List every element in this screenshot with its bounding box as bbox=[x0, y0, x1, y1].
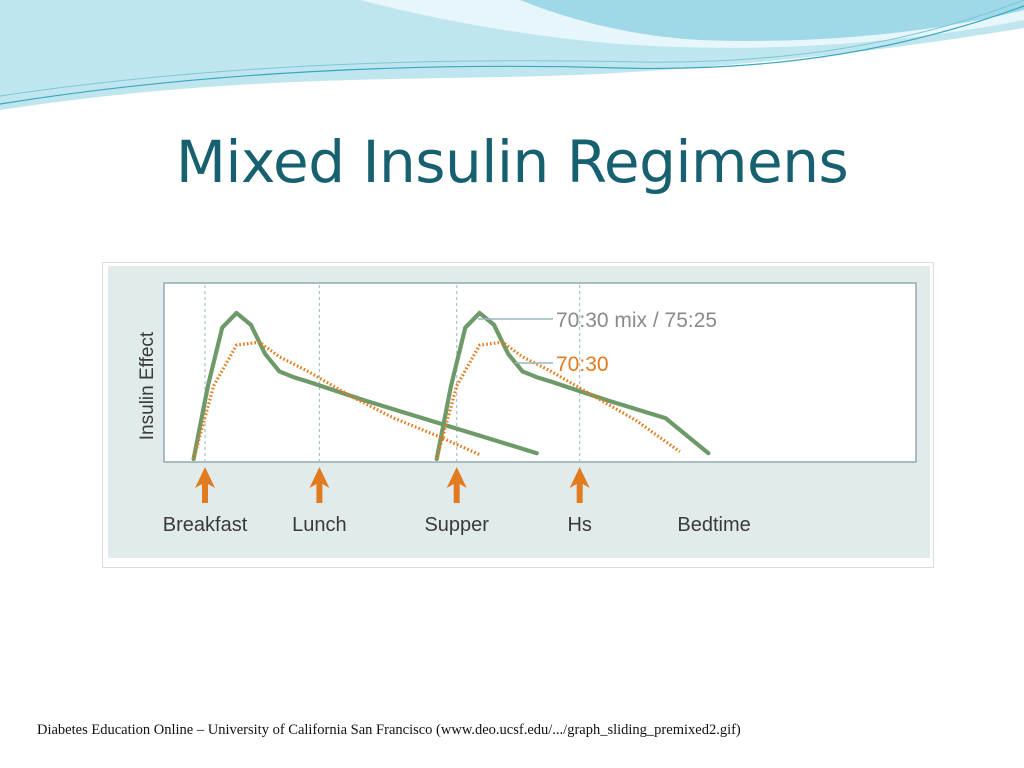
meal-label: Hs bbox=[567, 514, 591, 536]
mix-70-30-line bbox=[192, 340, 481, 460]
series-label-text: 70:30 mix / 75:25 bbox=[556, 309, 717, 332]
series-label-70-30-mix-75-25: 70:30 mix / 75:25 bbox=[478, 309, 717, 332]
y-axis-label: Insulin Effect bbox=[137, 331, 158, 440]
guide-lines bbox=[204, 285, 581, 461]
meal-arrow-icon bbox=[195, 467, 216, 503]
meal-bedtime: Bedtime bbox=[677, 514, 750, 536]
meal-breakfast: Breakfast bbox=[163, 467, 248, 536]
meal-lunch: Lunch bbox=[292, 467, 347, 536]
meal-label: Bedtime bbox=[677, 514, 750, 536]
meal-hs: Hs bbox=[567, 467, 592, 536]
series-labels: 70:30 mix / 75:25 70:30 bbox=[478, 309, 717, 376]
header-wave-band bbox=[520, 0, 1024, 41]
series-label-70-30: 70:30 bbox=[515, 353, 609, 376]
header-wave-line-1 bbox=[0, 5, 1024, 105]
mix-70-30-75-25-line bbox=[191, 310, 539, 462]
meal-arrow-icon bbox=[446, 467, 467, 503]
meal-supper: Supper bbox=[424, 467, 489, 536]
slide-title: Mixed Insulin Regimens bbox=[175, 128, 849, 196]
series-label-text: 70:30 bbox=[556, 353, 609, 376]
insulin-chart: 70:30 mix / 75:25 70:30 Breakfast Lunch Sup… bbox=[108, 266, 930, 558]
meal-label: Breakfast bbox=[163, 514, 248, 536]
meal-label: Supper bbox=[424, 514, 489, 536]
header-wave-line-2 bbox=[0, 0, 1024, 97]
meal-label: Lunch bbox=[292, 514, 347, 536]
mix-70-30-line bbox=[435, 340, 681, 460]
meal-markers: Breakfast Lunch Supper Hs Bedtime bbox=[163, 467, 751, 536]
plot-area bbox=[163, 282, 917, 463]
meal-arrow-icon bbox=[569, 467, 590, 503]
meal-arrow-icon bbox=[309, 467, 330, 503]
chart-figure: 70:30 mix / 75:25 70:30 Breakfast Lunch Sup… bbox=[102, 262, 934, 568]
source-citation: Diabetes Education Online – University o… bbox=[37, 722, 741, 738]
